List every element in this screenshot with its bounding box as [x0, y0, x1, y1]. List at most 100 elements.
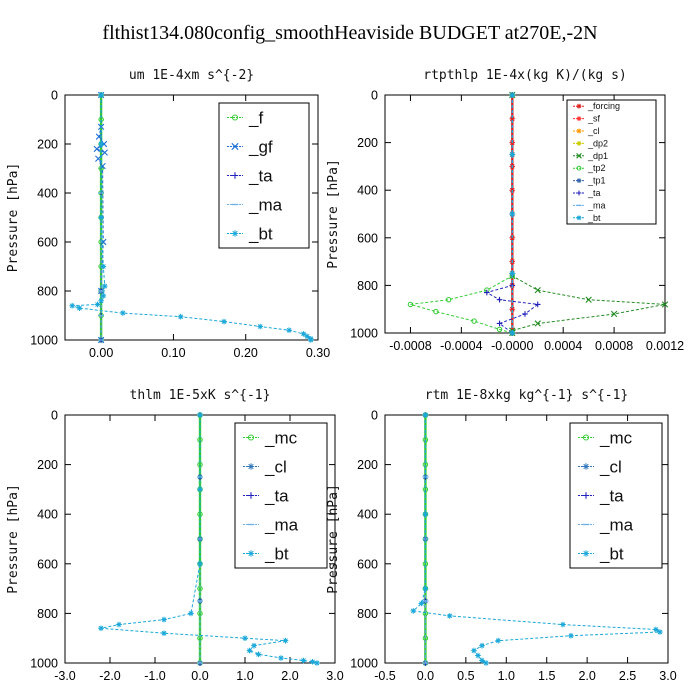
data-point: [282, 637, 289, 644]
data-point: [495, 637, 501, 644]
legend-label: _ma: [599, 516, 634, 535]
legend-marker: [576, 165, 582, 171]
legend-label: _ma: [264, 516, 299, 535]
legend-item: _cl: [243, 458, 287, 477]
legend-marker: [582, 492, 590, 499]
y-tick-label: 800: [357, 279, 378, 293]
data-point: [484, 289, 490, 296]
y-axis-label: Pressure [hPa]: [6, 484, 21, 594]
legend-marker: [576, 103, 582, 109]
data-point: [661, 301, 669, 308]
data-point: [522, 311, 528, 317]
legend-marker: [582, 434, 590, 441]
data-point: [479, 657, 485, 664]
panel-1: um 1E-4xm s^{-2} Pressure [hPa] 0 200 400 600…: [6, 68, 330, 360]
data-point: [560, 621, 566, 628]
data-point: [197, 486, 203, 493]
x-tick-label: 3.0: [326, 669, 343, 683]
legend-marker: [582, 463, 590, 470]
legend-label: _cl: [599, 458, 622, 477]
data-point: [93, 145, 100, 153]
x-tick-label: 3.0: [659, 669, 676, 683]
legend-item: _dp2: [573, 138, 608, 148]
x-tick-label: -2.0: [99, 669, 121, 683]
plot-frame: [384, 94, 666, 334]
y-tick-label: 400: [37, 187, 58, 201]
y-tick-label: 400: [357, 508, 378, 522]
y-tick-label: 1000: [350, 327, 378, 341]
figure-title: flthist134.080config_smoothHeaviside BUD…: [102, 22, 597, 44]
legend-item: _bt: [243, 545, 289, 564]
y-tick-label: 200: [37, 138, 58, 152]
legend-label: _gf: [248, 138, 273, 157]
legend-marker: [576, 141, 582, 146]
data-point: [653, 626, 659, 633]
data-point: [479, 642, 485, 649]
legend-label: _bt: [248, 225, 273, 244]
series-bt: [410, 412, 663, 666]
legend-item: _bt: [578, 545, 624, 564]
x-tick-label: 0.0004: [544, 339, 582, 353]
data-point: [422, 412, 429, 418]
y-tick-label: 0: [371, 409, 378, 423]
data-point: [568, 632, 574, 639]
legend-item: _forcing: [573, 101, 620, 111]
y-axis-label: Pressure [hPa]: [6, 163, 21, 273]
legend-label: _bt: [587, 213, 601, 223]
data-point: [116, 621, 122, 628]
panel-title: rtm 1E-8xkg kg^{-1} s^{-1}: [425, 388, 629, 403]
x-tick-label: 0.0012: [646, 339, 684, 353]
legend-marker: [247, 492, 255, 499]
data-point: [98, 141, 104, 147]
legend: _mc _cl _ta _ma _bt: [569, 422, 663, 569]
data-point: [286, 327, 292, 333]
y-axis-label: Pressure [hPa]: [326, 484, 341, 594]
x-tick-label: 0.5: [457, 669, 474, 683]
legend-marker: [576, 128, 582, 134]
panel-3: thlm 1E-5xK s^{-1} Pressure [hPa] 0 200 400 6…: [6, 388, 344, 683]
legend-item: _ma: [243, 516, 299, 535]
y-tick-label: 600: [37, 236, 58, 250]
legend-marker: [247, 434, 255, 441]
data-point: [422, 585, 429, 592]
legend-label: _mc: [264, 429, 298, 448]
data-point: [101, 283, 108, 289]
data-point: [410, 608, 417, 614]
data-point: [100, 293, 107, 299]
legend-marker: [247, 463, 255, 470]
legend-marker: [576, 215, 582, 221]
data-point: [221, 318, 227, 325]
x-tick-label: 2.5: [619, 669, 636, 683]
data-point: [446, 613, 453, 619]
series-bt: [69, 92, 314, 343]
legend-label: _bt: [264, 545, 289, 564]
series-bt: [98, 412, 320, 666]
data-point: [242, 635, 248, 641]
legend-marker: [576, 116, 582, 121]
y-axis-label: Pressure [hPa]: [326, 159, 341, 269]
panel-4: rtm 1E-8xkg kg^{-1} s^{-1} Pressure [hPa]…: [326, 388, 677, 683]
data-point: [300, 657, 307, 664]
series-line: [485, 95, 539, 334]
y-tick-label: 600: [357, 231, 378, 245]
legend-marker: [576, 190, 582, 196]
data-point: [509, 92, 516, 98]
data-point: [534, 320, 541, 327]
legend-label: _tp1: [587, 176, 606, 186]
data-point: [94, 301, 101, 308]
y-tick-label: 400: [37, 508, 58, 522]
legend-item: _mc: [243, 429, 298, 448]
data-point: [278, 655, 284, 661]
legend-label: _forcing: [587, 101, 620, 111]
data-point: [76, 305, 83, 311]
x-tick-label: -1.0: [144, 669, 166, 683]
data-point: [534, 286, 541, 294]
data-point: [101, 149, 108, 156]
legend-item: _ta: [573, 188, 601, 198]
x-tick-label: 2.0: [578, 669, 595, 683]
data-point: [314, 660, 320, 666]
plot-frame: [64, 94, 319, 341]
legend-item: _gf: [227, 138, 273, 157]
y-tick-label: 200: [357, 458, 378, 472]
